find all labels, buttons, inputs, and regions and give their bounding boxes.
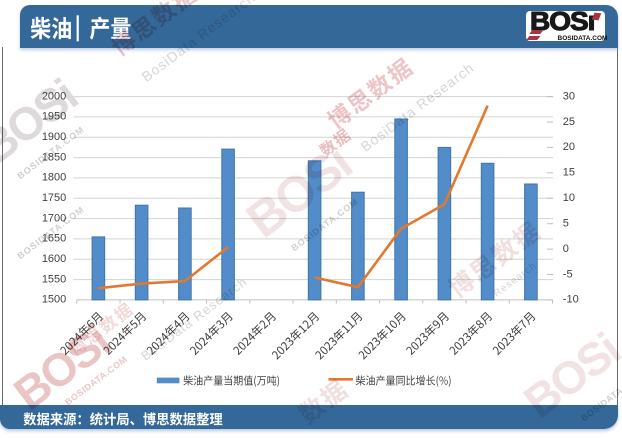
svg-text:1600: 1600: [42, 253, 66, 265]
svg-text:1650: 1650: [42, 233, 66, 245]
svg-text:20: 20: [563, 141, 575, 153]
svg-text:10: 10: [563, 192, 575, 204]
svg-text:1900: 1900: [42, 131, 66, 143]
svg-text:30: 30: [563, 90, 575, 102]
svg-text:1750: 1750: [42, 192, 66, 204]
svg-text:15: 15: [563, 167, 575, 179]
svg-text:-5: -5: [563, 268, 573, 280]
svg-text:1950: 1950: [42, 111, 66, 123]
svg-text:-10: -10: [563, 294, 579, 306]
svg-text:1700: 1700: [42, 212, 66, 224]
svg-text:25: 25: [563, 116, 575, 128]
svg-text:1500: 1500: [42, 294, 66, 306]
svg-text:2000: 2000: [42, 90, 66, 102]
svg-text:0: 0: [563, 243, 569, 255]
svg-text:5: 5: [563, 218, 569, 230]
svg-text:1550: 1550: [42, 273, 66, 285]
svg-text:1850: 1850: [42, 151, 66, 163]
svg-text:1800: 1800: [42, 172, 66, 184]
